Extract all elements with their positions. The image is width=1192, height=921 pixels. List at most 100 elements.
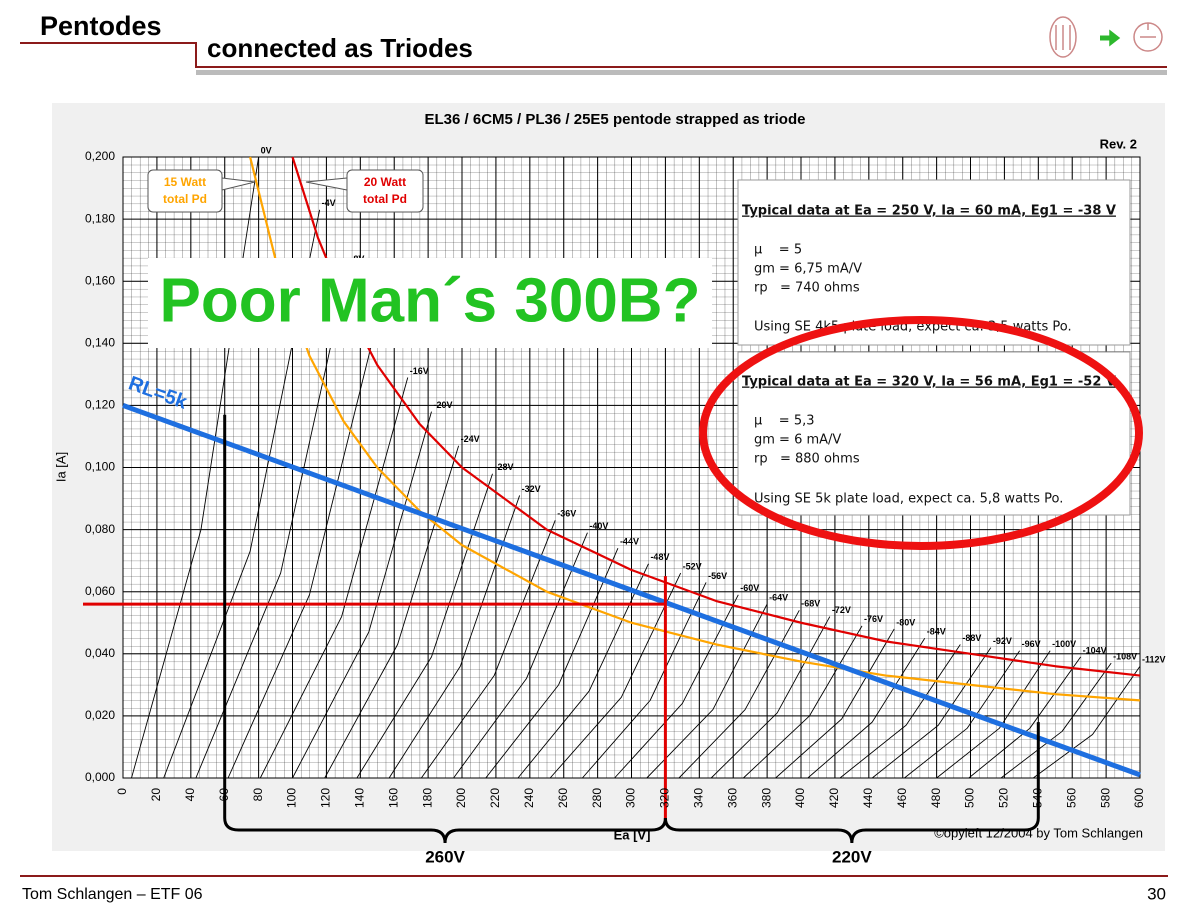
grid-curve xyxy=(388,495,521,779)
curve-label: -112V xyxy=(1142,655,1166,665)
page-number: 30 xyxy=(1147,884,1166,903)
y-tick-label: 0,000 xyxy=(85,770,115,784)
x-tick-label: 220 xyxy=(488,788,502,808)
x-tick-label: 20 xyxy=(149,788,163,802)
callout-text: 15 Watt xyxy=(164,175,206,189)
curve-label: -84V xyxy=(927,627,946,637)
bracket-label: 260V xyxy=(425,847,465,866)
bracket-label: 220V xyxy=(832,847,872,866)
grid-curve xyxy=(807,638,926,779)
info-line: rp = 880 ohms xyxy=(754,452,860,467)
grid-curve xyxy=(839,644,961,779)
info-line: rp = 740 ohms xyxy=(754,281,860,296)
slide-title: Pentodes xyxy=(40,11,162,41)
grid-curve xyxy=(227,321,378,779)
info-line: gm = 6 mA/V xyxy=(754,433,841,448)
slide-subtitle: connected as Triodes xyxy=(207,33,473,63)
grid-curve xyxy=(614,594,739,779)
grid-curve xyxy=(517,563,649,779)
grid-curve xyxy=(453,532,588,779)
callout-text: 20 Watt xyxy=(364,175,406,189)
revision: Rev. 2 xyxy=(1100,136,1137,151)
grid-curve xyxy=(871,647,992,779)
info-line: gm = 6,75 mA/V xyxy=(754,262,862,277)
curve-label: -40V xyxy=(589,521,608,531)
bracket xyxy=(663,817,1040,844)
x-tick-label: 400 xyxy=(793,788,807,808)
y-tick-label: 0,120 xyxy=(85,398,115,412)
curve-label: -20V xyxy=(433,400,452,410)
curve-label: -100V xyxy=(1052,639,1076,649)
headline-box xyxy=(148,258,712,348)
x-tick-label: 600 xyxy=(1132,788,1146,808)
curve-label: -104V xyxy=(1083,645,1107,655)
x-tick-label: 320 xyxy=(658,788,672,808)
x-tick-label: 180 xyxy=(420,788,434,808)
info-note: Using SE 5k plate load, expect ca. 5,8 w… xyxy=(754,492,1063,507)
callout-15w: 15 Watt total Pd xyxy=(147,169,256,213)
y-tick-label: 0,060 xyxy=(85,584,115,598)
footer-author: Tom Schlangen – ETF 06 xyxy=(22,886,203,903)
grid-curve xyxy=(710,616,831,779)
header-rule xyxy=(20,42,1167,68)
curve-label: -16V xyxy=(410,366,429,376)
x-tick-label: 380 xyxy=(759,788,773,808)
header-shade xyxy=(196,70,1167,75)
curve-label: -80V xyxy=(896,617,915,627)
x-tick-label: 360 xyxy=(725,788,739,808)
x-tick-label: 140 xyxy=(352,788,366,808)
curve-label: -76V xyxy=(864,614,883,624)
curve-label: -4V xyxy=(322,198,336,208)
info-title: Typical data at Ea = 250 V, Ia = 60 mA, … xyxy=(742,204,1116,219)
curve-label: -96V xyxy=(1022,639,1041,649)
curve-label: -28V xyxy=(495,462,514,472)
info-line: µ = 5 xyxy=(754,243,802,258)
curve-label: -36V xyxy=(557,509,576,519)
grid-curve xyxy=(743,625,863,779)
curve-label: -60V xyxy=(740,583,759,593)
x-tick-label: 440 xyxy=(861,788,875,808)
grid-curve xyxy=(936,650,1051,779)
x-tick-label: 300 xyxy=(624,788,638,808)
grid-curve xyxy=(485,548,619,779)
curve-label: -24V xyxy=(461,434,480,444)
y-tick-label: 0,040 xyxy=(85,646,115,660)
curve-label: -92V xyxy=(993,636,1012,646)
x-tick-label: 500 xyxy=(963,788,977,808)
x-tick-label: 520 xyxy=(997,788,1011,808)
x-tick-label: 580 xyxy=(1098,788,1112,808)
callout-20w: 20 Watt total Pd xyxy=(305,169,424,213)
x-tick-label: 120 xyxy=(319,788,333,808)
y-tick-label: 0,200 xyxy=(85,149,115,163)
curve-label: -56V xyxy=(708,571,727,581)
y-tick-label: 0,080 xyxy=(85,522,115,536)
x-tick-label: 480 xyxy=(929,788,943,808)
grid-curve xyxy=(1000,662,1112,779)
grid-curve xyxy=(324,445,460,779)
grid-curve xyxy=(904,650,1021,779)
highlight-ellipse xyxy=(699,316,1143,550)
grid-curve xyxy=(420,520,556,779)
x-tick-label: 60 xyxy=(217,788,231,802)
grid-curve xyxy=(292,411,432,779)
x-tick-label: 420 xyxy=(827,788,841,808)
callout-text: total Pd xyxy=(363,192,407,206)
grid-curve xyxy=(968,656,1082,779)
x-tick-label: 340 xyxy=(691,788,705,808)
curve-label: -88V xyxy=(962,633,981,643)
curve-label: -108V xyxy=(1113,651,1137,661)
x-tick-label: 100 xyxy=(285,788,299,808)
curve-label: -32V xyxy=(522,484,541,494)
x-tick-label: 40 xyxy=(183,788,197,802)
x-tick-label: 240 xyxy=(522,788,536,808)
curve-label: -48V xyxy=(650,552,669,562)
x-tick-label: 540 xyxy=(1030,788,1044,808)
y-tick-label: 0,180 xyxy=(85,211,115,225)
headline: Poor Man´s 300B? xyxy=(160,266,701,335)
chart-title: EL36 / 6CM5 / PL36 / 25E5 pentode strapp… xyxy=(425,111,806,128)
y-tick-label: 0,020 xyxy=(85,708,115,722)
curve-label: -44V xyxy=(620,537,639,547)
x-tick-label: 80 xyxy=(251,788,265,802)
y-tick-label: 0,140 xyxy=(85,335,115,349)
tube-icon xyxy=(1049,16,1163,58)
